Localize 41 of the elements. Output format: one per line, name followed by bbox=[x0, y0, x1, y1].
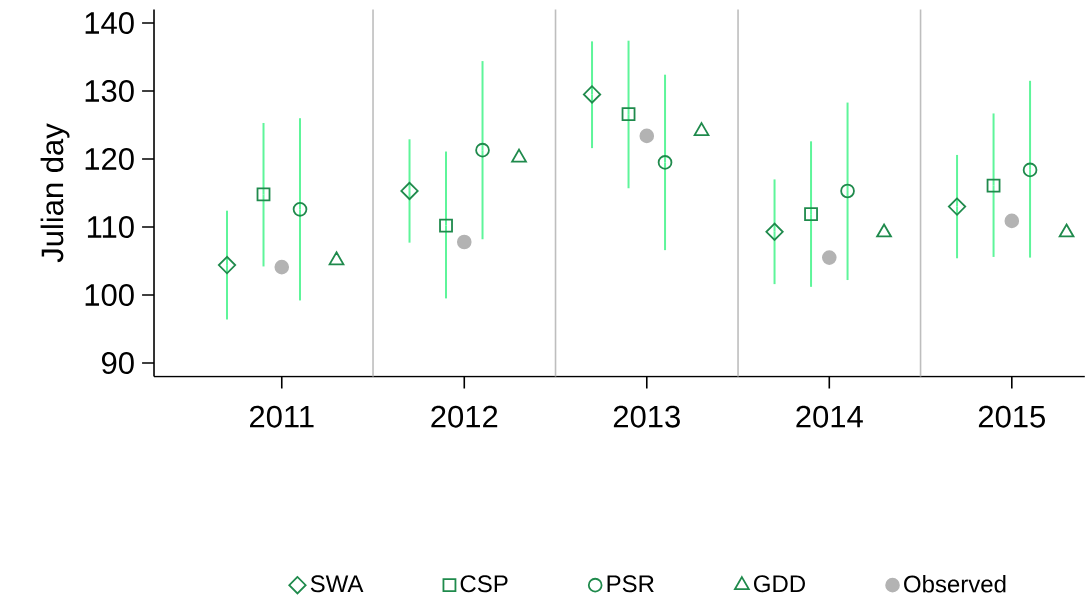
point bbox=[947, 197, 967, 216]
point bbox=[582, 85, 602, 104]
point bbox=[1058, 223, 1075, 238]
point bbox=[840, 183, 855, 199]
x-tick-label: 2011 bbox=[250, 405, 314, 428]
point bbox=[765, 222, 784, 241]
point bbox=[822, 250, 837, 265]
x-tick-label: 2014 bbox=[796, 405, 863, 428]
point bbox=[804, 207, 818, 221]
x-tick-label: 2013 bbox=[613, 405, 680, 428]
point bbox=[256, 187, 271, 202]
point bbox=[1004, 213, 1020, 229]
legend-label: CSP bbox=[460, 575, 508, 593]
y-tick-label: 100 bbox=[85, 284, 134, 306]
y-tick-label: 140 bbox=[85, 12, 134, 34]
point bbox=[1022, 162, 1038, 178]
point bbox=[439, 218, 453, 233]
y-tick-label: 130 bbox=[85, 80, 134, 102]
y-axis-title: Julian day bbox=[40, 123, 70, 263]
legend-label: GDD bbox=[753, 575, 805, 593]
point bbox=[274, 259, 290, 275]
point bbox=[292, 202, 308, 217]
point bbox=[986, 178, 1001, 193]
legend-label: Observed bbox=[904, 574, 1006, 593]
point bbox=[475, 142, 490, 158]
y-tick-label: 110 bbox=[87, 216, 134, 238]
legend-label: PSR bbox=[607, 575, 654, 593]
point bbox=[657, 155, 673, 170]
x-tick-label: 2012 bbox=[431, 405, 498, 428]
x-tick-label: 2015 bbox=[978, 405, 1045, 428]
legend-label: SWA bbox=[310, 575, 364, 593]
point bbox=[400, 181, 419, 201]
point bbox=[639, 128, 655, 144]
point bbox=[217, 255, 237, 275]
y-tick-label: 90 bbox=[101, 352, 134, 374]
point bbox=[693, 122, 710, 137]
point bbox=[876, 223, 892, 238]
point bbox=[456, 234, 472, 250]
point bbox=[621, 107, 636, 122]
y-tick-label: 120 bbox=[85, 148, 134, 170]
point bbox=[328, 251, 345, 266]
